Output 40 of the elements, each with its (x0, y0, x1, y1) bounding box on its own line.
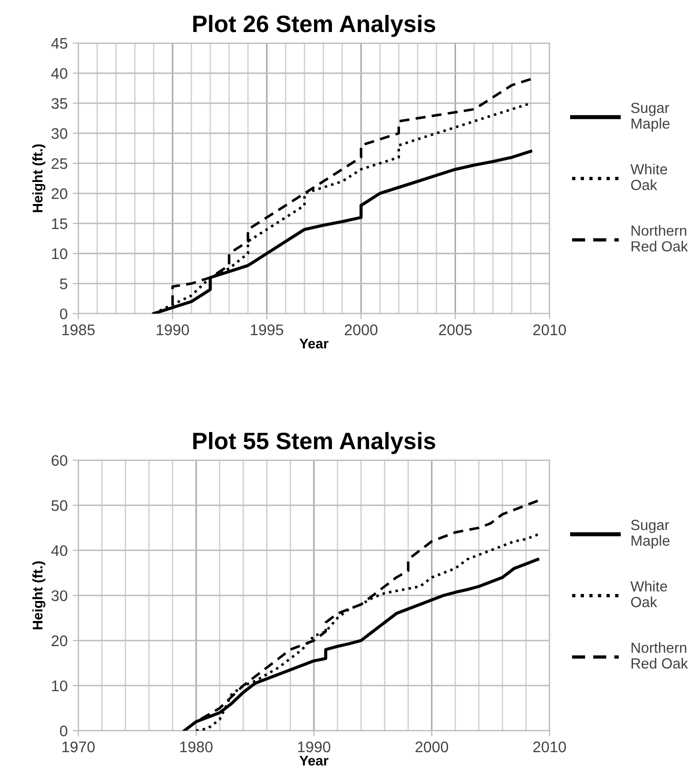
x-tick-label: 1995 (250, 324, 284, 336)
legend-label: Northern Red Oak (632, 642, 688, 669)
legend-label: White Oak (630, 164, 668, 190)
y-tick-label: 35 (51, 98, 68, 109)
chart-title: Plot 55 Stem Analysis (193, 432, 436, 454)
y-tick-label: 0 (60, 308, 68, 320)
x-tick-label: 1980 (180, 742, 213, 752)
legend-label: Northern Red Oak (632, 225, 688, 252)
x-tick-label: 2000 (344, 324, 378, 336)
y-tick-label: 0 (60, 726, 68, 736)
y-tick-label: 60 (52, 455, 68, 466)
y-axis-title: Height (ft.) (32, 561, 46, 630)
y-tick-label: 5 (60, 278, 68, 290)
x-tick-label: 1985 (62, 324, 95, 336)
y-axis-title: Height (ft.) (32, 144, 46, 212)
y-tick-label: 25 (52, 158, 68, 170)
y-tick-label: 40 (51, 68, 68, 79)
x-tick-label: 2005 (439, 324, 472, 336)
legend-label: Sugar Maple (631, 102, 670, 132)
legend-label: Sugar Maple (631, 520, 670, 549)
x-tick-label: 2010 (533, 324, 566, 336)
x-tick-label: 2010 (533, 742, 566, 752)
x-axis-title: Year (299, 338, 328, 348)
chart-title: Plot 26 Stem Analysis (193, 14, 436, 37)
y-tick-label: 50 (52, 500, 68, 511)
x-tick-label: 1990 (298, 742, 330, 752)
x-tick-label: 2000 (416, 742, 448, 752)
x-tick-label: 1990 (156, 324, 189, 336)
y-tick-label: 30 (51, 128, 68, 139)
y-tick-label: 10 (52, 680, 68, 692)
legend-label: White Oak (630, 580, 668, 608)
y-tick-label: 40 (51, 545, 68, 556)
x-tick-label: 1970 (62, 742, 95, 752)
y-tick-label: 45 (51, 38, 68, 49)
y-tick-label: 20 (52, 635, 68, 646)
y-tick-label: 15 (52, 218, 68, 230)
y-tick-label: 30 (51, 590, 68, 602)
y-tick-label: 10 (52, 248, 68, 260)
x-axis-title: Year (299, 756, 328, 766)
y-tick-label: 20 (52, 188, 68, 200)
